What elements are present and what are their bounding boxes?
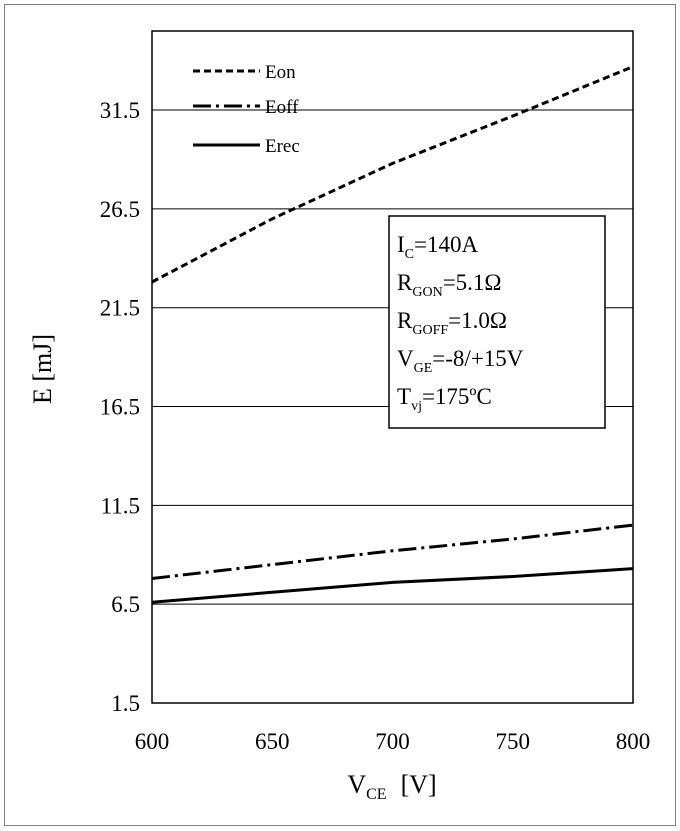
plot-area bbox=[151, 30, 634, 704]
y-tick-label: 11.5 bbox=[101, 493, 140, 518]
x-tick-label: 700 bbox=[375, 729, 410, 754]
series-line-eon bbox=[151, 65, 634, 284]
legend: Eon Eoff Erec bbox=[193, 62, 300, 157]
x-axis-ticks: 600 650 700 750 800 bbox=[135, 729, 651, 754]
conditions-annotation: IC=140A RGON=5.1Ω RGOFF=1.0Ω VGE=-8/+15V Tvj… bbox=[388, 215, 606, 429]
x-tick-label: 650 bbox=[255, 729, 290, 754]
x-axis-label: VCE [V] bbox=[347, 770, 436, 803]
y-axis-label: E [mJ] bbox=[28, 334, 57, 404]
plot-border bbox=[151, 30, 634, 704]
y-tick-label: 31.5 bbox=[100, 98, 140, 123]
y-tick-label: 26.5 bbox=[100, 197, 140, 222]
y-tick-label: 16.5 bbox=[100, 395, 140, 420]
x-tick-label: 800 bbox=[616, 729, 651, 754]
annotation-line: VGE=-8/+15V bbox=[397, 346, 524, 376]
annotation-line: Tvj=175ºC bbox=[397, 384, 492, 414]
x-tick-label: 750 bbox=[496, 729, 531, 754]
series-line-eoff bbox=[151, 523, 634, 580]
annotation-line: RGON=5.1Ω bbox=[397, 270, 502, 300]
y-tick-label: 6.5 bbox=[111, 592, 140, 617]
legend-label-erec: Erec bbox=[265, 136, 300, 157]
legend-label-eon: Eon bbox=[265, 62, 296, 83]
annotation-line: IC=140A bbox=[397, 232, 478, 262]
x-tick-label: 600 bbox=[135, 729, 170, 754]
series-line-erec bbox=[151, 567, 634, 604]
y-tick-label: 21.5 bbox=[100, 296, 140, 321]
series-lines bbox=[151, 65, 634, 604]
annotation-line: RGOFF=1.0Ω bbox=[397, 308, 507, 338]
y-tick-label: 1.5 bbox=[111, 691, 140, 716]
legend-label-eoff: Eoff bbox=[265, 97, 299, 118]
y-axis-ticks: 1.5 6.5 11.5 16.5 21.5 26.5 31.5 bbox=[100, 98, 140, 716]
